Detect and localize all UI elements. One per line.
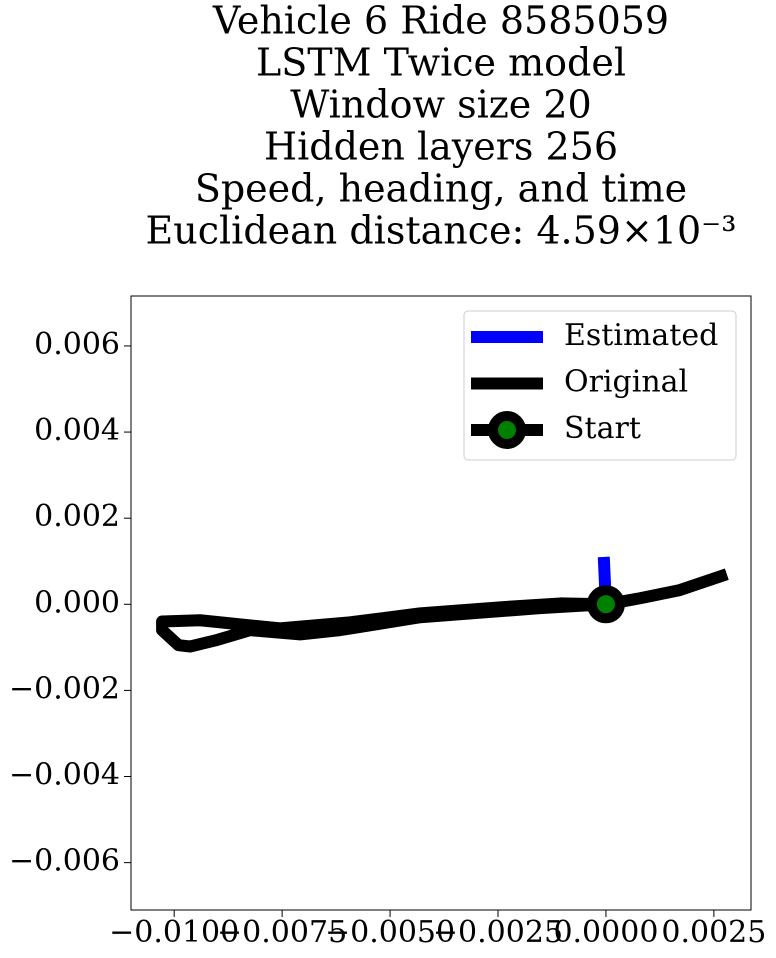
chart-title: LSTM Twice model: [256, 41, 626, 85]
legend-box: [463, 310, 737, 461]
y-tick-label: 0.006: [34, 327, 120, 362]
x-tick-label: −0.0075: [217, 915, 347, 950]
y-tick-label: 0.000: [34, 585, 120, 620]
y-tick-label: 0.004: [34, 413, 120, 448]
chart-title: Euclidean distance: 4.59×10⁻³: [146, 209, 737, 253]
chart-title: Speed, heading, and time: [195, 167, 687, 211]
legend-label: Original: [564, 365, 688, 400]
series-line: [156, 568, 729, 653]
start-marker: [586, 585, 625, 624]
x-tick-label: 0.0000: [553, 915, 658, 950]
y-tick-label: −0.002: [9, 671, 120, 706]
x-tick-label: −0.0100: [109, 915, 239, 950]
legend-label: Estimated: [564, 318, 718, 353]
x-tick-label: −0.0050: [325, 915, 455, 950]
y-tick-label: 0.002: [34, 499, 120, 534]
legend-marker: [488, 411, 526, 449]
legend-label: Start: [564, 411, 641, 446]
y-tick-label: −0.006: [9, 844, 120, 879]
x-tick-label: 0.0025: [661, 915, 766, 950]
chart-title: Window size 20: [290, 83, 591, 127]
chart-title: Vehicle 6 Ride 8585059: [212, 0, 669, 43]
chart-title: Hidden layers 256: [264, 125, 618, 169]
y-tick-label: −0.004: [9, 758, 120, 793]
plot-frame: [130, 295, 752, 911]
x-tick-label: −0.0025: [433, 915, 563, 950]
